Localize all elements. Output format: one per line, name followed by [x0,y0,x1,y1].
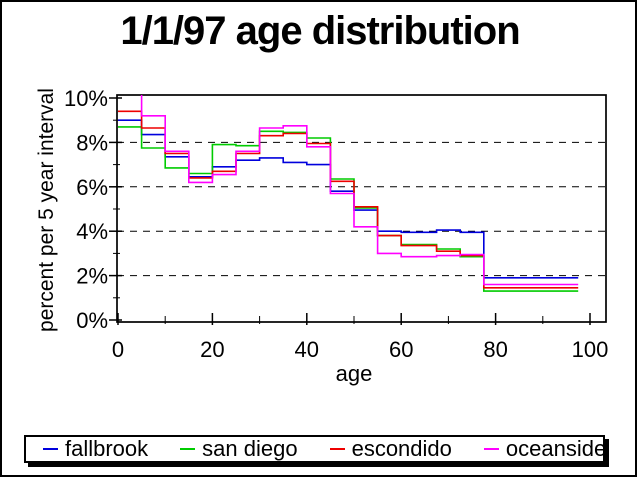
svg-text:6%: 6% [76,175,108,200]
svg-text:0: 0 [112,337,124,362]
x-axis-title: age [336,361,373,386]
legend-label: oceanside [505,436,607,461]
legend-label: san diego [202,436,298,461]
legend-item-escondido: escondido [329,436,452,461]
legend-item-fallbrook: fallbrook [43,438,148,460]
san-diego-line-swatch [180,448,196,450]
svg-text:40: 40 [295,337,319,362]
series-escondido [118,110,579,289]
legend-item-san-diego: san diego [180,436,298,461]
svg-text:2%: 2% [76,264,108,289]
svg-text:100: 100 [572,337,609,362]
svg-text:0%: 0% [76,308,108,333]
y-tick-labels: 0% 2% 4% 6% 8% 10% [64,86,108,333]
axis-ticks [109,97,591,325]
legend-label: fallbrook [65,436,149,461]
series-group [118,95,579,292]
svg-text:60: 60 [389,337,413,362]
series-fallbrook [118,119,579,279]
chart-title: 1/1/97 age distribution [120,9,520,53]
svg-text:80: 80 [483,337,507,362]
svg-text:20: 20 [200,337,224,362]
x-tick-labels: 0 20 40 60 80 100 [112,337,608,362]
fallbrook-line-swatch [43,448,58,450]
legend: fallbrook san diego escondido oceanside [24,435,607,463]
oceanside-line-swatch [483,448,499,450]
svg-text:10%: 10% [64,86,108,111]
escondido-line-swatch [329,448,345,450]
svg-text:8%: 8% [76,130,108,155]
gridlines [117,141,606,277]
legend-item-oceanside: oceanside [483,436,607,461]
svg-text:4%: 4% [76,219,108,244]
legend-label: escondido [351,436,452,461]
series-oceanside [140,95,579,286]
